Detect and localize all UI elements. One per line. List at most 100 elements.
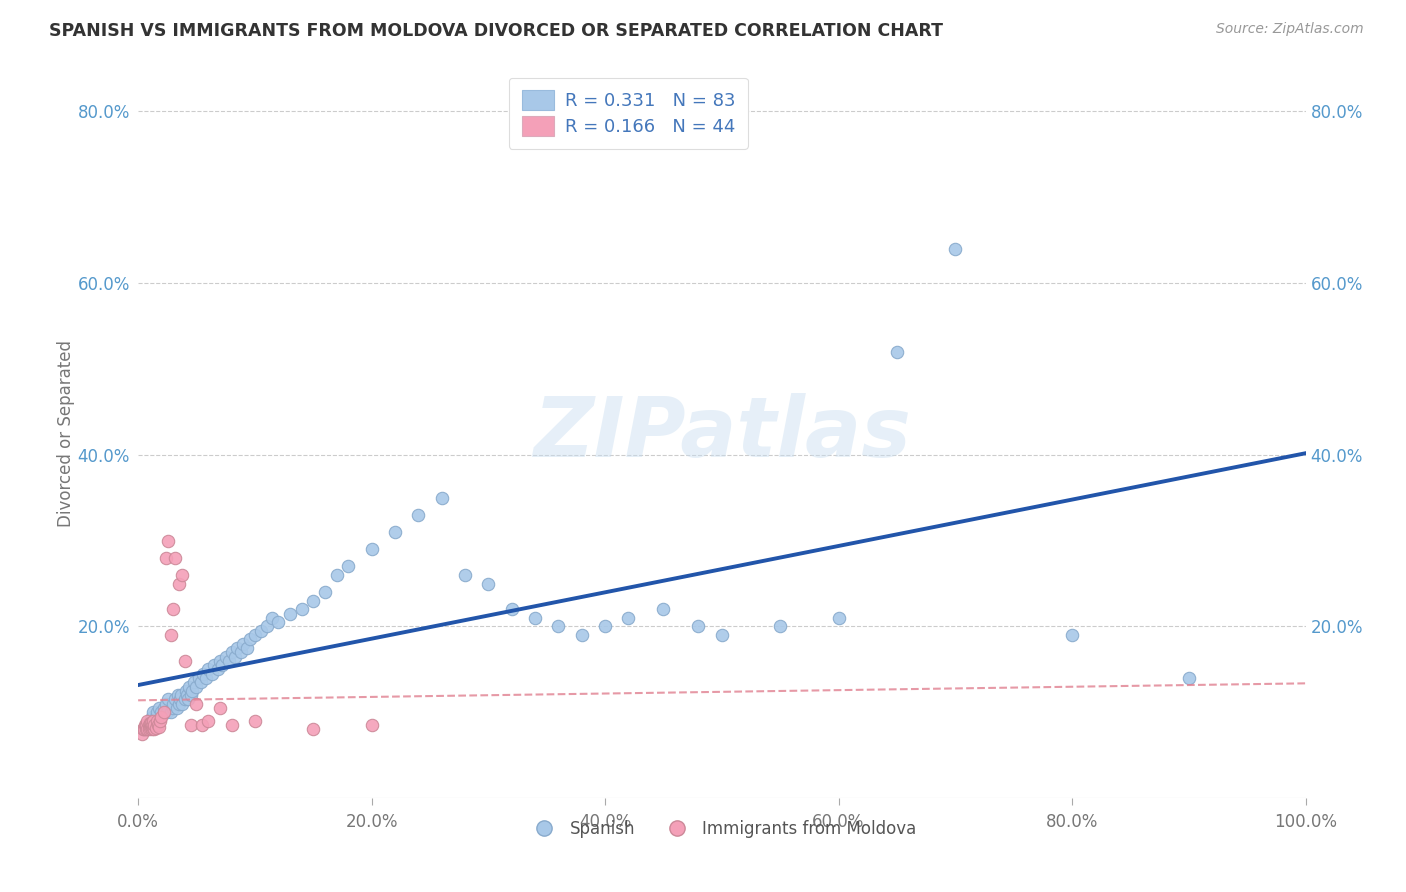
Point bbox=[267, 615, 290, 630]
Point bbox=[146, 718, 169, 732]
Point bbox=[153, 701, 176, 715]
Point bbox=[547, 619, 569, 633]
Point bbox=[136, 723, 159, 737]
Point bbox=[141, 709, 163, 723]
Point bbox=[176, 688, 198, 702]
Point bbox=[136, 714, 159, 728]
Point bbox=[169, 692, 191, 706]
Point bbox=[148, 720, 170, 734]
Point bbox=[302, 723, 325, 737]
Point bbox=[360, 542, 382, 557]
Text: Source: ZipAtlas.com: Source: ZipAtlas.com bbox=[1216, 22, 1364, 37]
Point bbox=[187, 671, 209, 685]
Point bbox=[150, 706, 173, 720]
Point bbox=[190, 675, 212, 690]
Point bbox=[477, 576, 499, 591]
Point bbox=[138, 723, 160, 737]
Point bbox=[221, 718, 243, 732]
Point bbox=[145, 709, 167, 723]
Point bbox=[617, 611, 640, 625]
Point bbox=[139, 714, 162, 728]
Point bbox=[180, 683, 202, 698]
Point bbox=[157, 692, 180, 706]
Point bbox=[249, 624, 271, 638]
Point bbox=[162, 697, 184, 711]
Point bbox=[235, 640, 257, 655]
Point bbox=[157, 533, 180, 548]
Point bbox=[139, 716, 162, 731]
Point bbox=[167, 697, 190, 711]
Point bbox=[162, 602, 184, 616]
Point bbox=[166, 701, 188, 715]
Point bbox=[131, 727, 153, 741]
Point bbox=[194, 671, 217, 685]
Point bbox=[688, 619, 710, 633]
Point bbox=[134, 718, 156, 732]
Point bbox=[155, 550, 177, 565]
Point bbox=[166, 688, 188, 702]
Point bbox=[454, 568, 477, 582]
Point bbox=[256, 619, 278, 633]
Point bbox=[172, 568, 194, 582]
Point bbox=[139, 721, 162, 735]
Point bbox=[201, 666, 224, 681]
Point bbox=[571, 628, 593, 642]
Point bbox=[943, 242, 966, 256]
Point bbox=[180, 688, 202, 702]
Point bbox=[886, 344, 908, 359]
Point bbox=[207, 662, 229, 676]
Point bbox=[501, 602, 523, 616]
Text: ZIPatlas: ZIPatlas bbox=[533, 392, 911, 474]
Point bbox=[197, 662, 219, 676]
Point bbox=[142, 721, 165, 735]
Point bbox=[180, 718, 202, 732]
Point bbox=[186, 697, 208, 711]
Point bbox=[155, 697, 177, 711]
Point bbox=[232, 637, 254, 651]
Point bbox=[174, 683, 197, 698]
Point bbox=[165, 692, 187, 706]
Point bbox=[177, 692, 200, 706]
Point bbox=[239, 632, 262, 647]
Point bbox=[183, 675, 205, 690]
Point bbox=[302, 593, 325, 607]
Point bbox=[278, 607, 301, 621]
Point bbox=[224, 649, 246, 664]
Point bbox=[173, 654, 195, 668]
Point bbox=[221, 645, 243, 659]
Point bbox=[211, 658, 233, 673]
Point bbox=[142, 706, 165, 720]
Point bbox=[135, 718, 157, 732]
Point bbox=[132, 723, 155, 737]
Point bbox=[170, 688, 193, 702]
Point bbox=[139, 715, 162, 730]
Point bbox=[430, 491, 453, 505]
Point bbox=[139, 720, 162, 734]
Point bbox=[146, 714, 169, 728]
Point bbox=[197, 714, 219, 728]
Point bbox=[159, 706, 181, 720]
Point bbox=[262, 611, 284, 625]
Point bbox=[325, 568, 347, 582]
Point bbox=[243, 628, 266, 642]
Point bbox=[165, 550, 187, 565]
Point bbox=[136, 718, 159, 732]
Point bbox=[179, 680, 201, 694]
Point bbox=[146, 706, 169, 720]
Point bbox=[524, 611, 547, 625]
Point bbox=[827, 611, 849, 625]
Legend: Spanish, Immigrants from Moldova: Spanish, Immigrants from Moldova bbox=[522, 814, 922, 845]
Point bbox=[138, 718, 160, 732]
Point bbox=[153, 706, 176, 720]
Point bbox=[193, 666, 215, 681]
Point bbox=[290, 602, 312, 616]
Point bbox=[150, 709, 173, 723]
Point bbox=[384, 524, 406, 539]
Point bbox=[1178, 671, 1201, 685]
Point bbox=[148, 701, 170, 715]
Point bbox=[769, 619, 792, 633]
Point bbox=[159, 628, 181, 642]
Point bbox=[1060, 628, 1083, 642]
Point bbox=[167, 576, 190, 591]
Point bbox=[191, 718, 214, 732]
